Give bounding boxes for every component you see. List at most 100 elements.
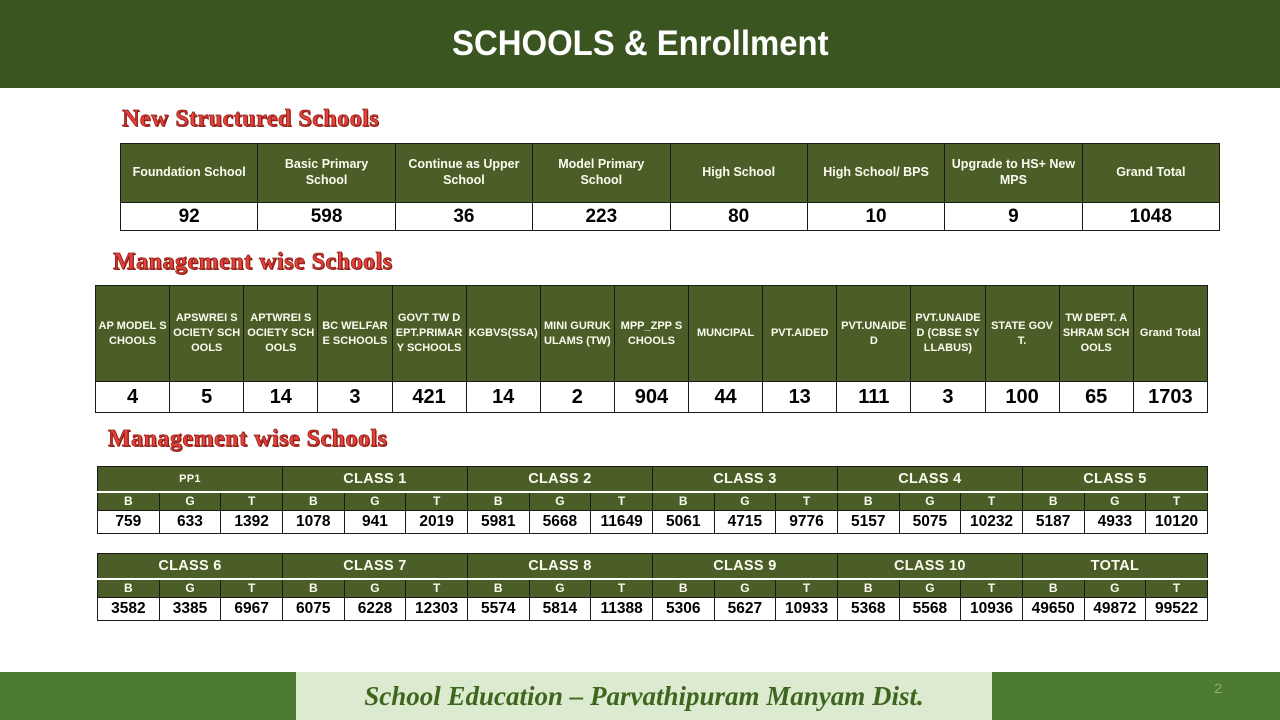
table-row: 3582 3385 6967 6075 6228 12303 5574 5814… [97,597,1208,621]
subheader-total: T [220,578,283,598]
table-cell: 759 [97,510,160,534]
slide-title: SCHOOLS & Enrollment [451,24,829,63]
column-header: PVT.UNAIDED [836,285,912,382]
subheader-boys: B [97,578,160,598]
column-header: MINI GURUKULAMS (TW) [539,285,615,382]
table-cell: 5 [169,381,245,413]
table-row: 92 598 36 223 80 10 9 1048 [119,202,1221,231]
table-cell: 2 [539,381,615,413]
table-cell: 598 [257,202,396,231]
table-cell: 100 [984,381,1060,413]
group-header: CLASS 2 [466,466,653,493]
table-cell: 10232 [960,510,1023,534]
column-header: Grand Total [1132,285,1209,382]
table-row: 4 5 14 3 421 14 2 904 44 13 111 3 100 65… [94,381,1209,413]
subheader-total: T [960,491,1023,511]
subheader-total: T [590,491,653,511]
table-cell: 1048 [1081,202,1221,231]
group-header: CLASS 4 [836,466,1023,493]
table-cell: 6075 [281,597,345,621]
table-cell: 10 [806,202,946,231]
section-title-management-wise-schools: Management wise Schools [113,249,393,276]
table-cell: 904 [613,381,690,413]
group-header: CLASS 9 [651,553,838,580]
subheader-girls: G [158,578,222,598]
table-cell: 5061 [651,510,715,534]
table-cell: 10120 [1145,510,1208,534]
group-header: CLASS 8 [466,553,653,580]
table-cell: 111 [836,381,912,413]
table-cell: 5157 [836,510,900,534]
subheader-girls: G [158,491,222,511]
group-header: CLASS 3 [651,466,838,493]
table-cell: 49650 [1021,597,1085,621]
subheader-boys: B [466,491,530,511]
subheader-total: T [960,578,1023,598]
subheader-row: B G T B G T B G T B G T B G T B G T [97,491,1208,511]
table-cell: 941 [343,510,407,534]
table-cell: 4 [94,381,171,413]
table-cell: 5368 [836,597,900,621]
column-header: APTWREI SOCIETY SCHOOLS [243,285,319,382]
subheader-boys: B [1021,491,1085,511]
table-cell: 44 [687,381,764,413]
column-header: High School/ BPS [806,143,946,203]
footer-panel: School Education – Parvathipuram Manyam … [296,672,992,720]
subheader-total: T [1145,491,1208,511]
table-cell: 12303 [405,597,468,621]
table-cell: 1392 [220,510,283,534]
group-header: CLASS 10 [836,553,1023,580]
subheader-girls: G [713,491,777,511]
page-number: 2 [1214,680,1222,696]
table-cell: 5306 [651,597,715,621]
table-cell: 5627 [713,597,777,621]
table-cell: 5187 [1021,510,1085,534]
table-cell: 1703 [1132,381,1209,413]
table-cell: 13 [762,381,838,413]
subheader-total: T [220,491,283,511]
subheader-girls: G [343,578,407,598]
table-row: 759 633 1392 1078 941 2019 5981 5668 116… [97,510,1208,534]
subheader-boys: B [466,578,530,598]
table-cell: 421 [391,381,467,413]
new-structured-schools-table: Foundation School Basic Primary School C… [119,143,1221,231]
group-header: CLASS 1 [281,466,468,493]
column-header: MUNCIPAL [687,285,764,382]
subheader-boys: B [281,491,345,511]
table-cell: 3 [910,381,986,413]
subheader-girls: G [343,491,407,511]
table-cell: 2019 [405,510,468,534]
table-cell: 3582 [97,597,160,621]
group-header-row: CLASS 6 CLASS 7 CLASS 8 CLASS 9 CLASS 10… [97,553,1209,580]
column-header: Basic Primary School [257,143,396,203]
subheader-boys: B [836,578,900,598]
table-cell: 9776 [775,510,838,534]
subheader-boys: B [836,491,900,511]
table-cell: 36 [394,202,534,231]
table-header-row: Foundation School Basic Primary School C… [119,143,1221,203]
slide-header-band: SCHOOLS & Enrollment [0,0,1280,88]
section-title-classwise-enrollment: Management wise Schools [108,426,388,453]
footer-text: School Education – Parvathipuram Manyam … [364,680,924,711]
table-cell: 10933 [775,597,838,621]
table-cell: 5981 [466,510,530,534]
group-header: TOTAL [1021,553,1209,580]
group-header-row: PP1 CLASS 1 CLASS 2 CLASS 3 CLASS 4 CLAS… [97,466,1209,493]
column-header: STATE GOVT. [984,285,1060,382]
group-header: CLASS 7 [281,553,468,580]
column-header: APSWREI SOCIETY SCHOOLS [169,285,245,382]
column-header: TW DEPT. ASHRAM SCHOOLS [1058,285,1134,382]
subheader-total: T [775,578,838,598]
group-header: CLASS 5 [1021,466,1209,493]
table-cell: 3 [317,381,393,413]
column-header: Model Primary School [532,143,671,203]
table-cell: 1078 [281,510,345,534]
subheader-boys: B [1021,578,1085,598]
table-cell: 92 [119,202,259,231]
table-cell: 5814 [528,597,592,621]
table-cell: 5075 [898,510,962,534]
column-header: KGBVS(SSA) [465,285,541,382]
table-cell: 4715 [713,510,777,534]
table-cell: 6228 [343,597,407,621]
table-cell: 14 [243,381,319,413]
